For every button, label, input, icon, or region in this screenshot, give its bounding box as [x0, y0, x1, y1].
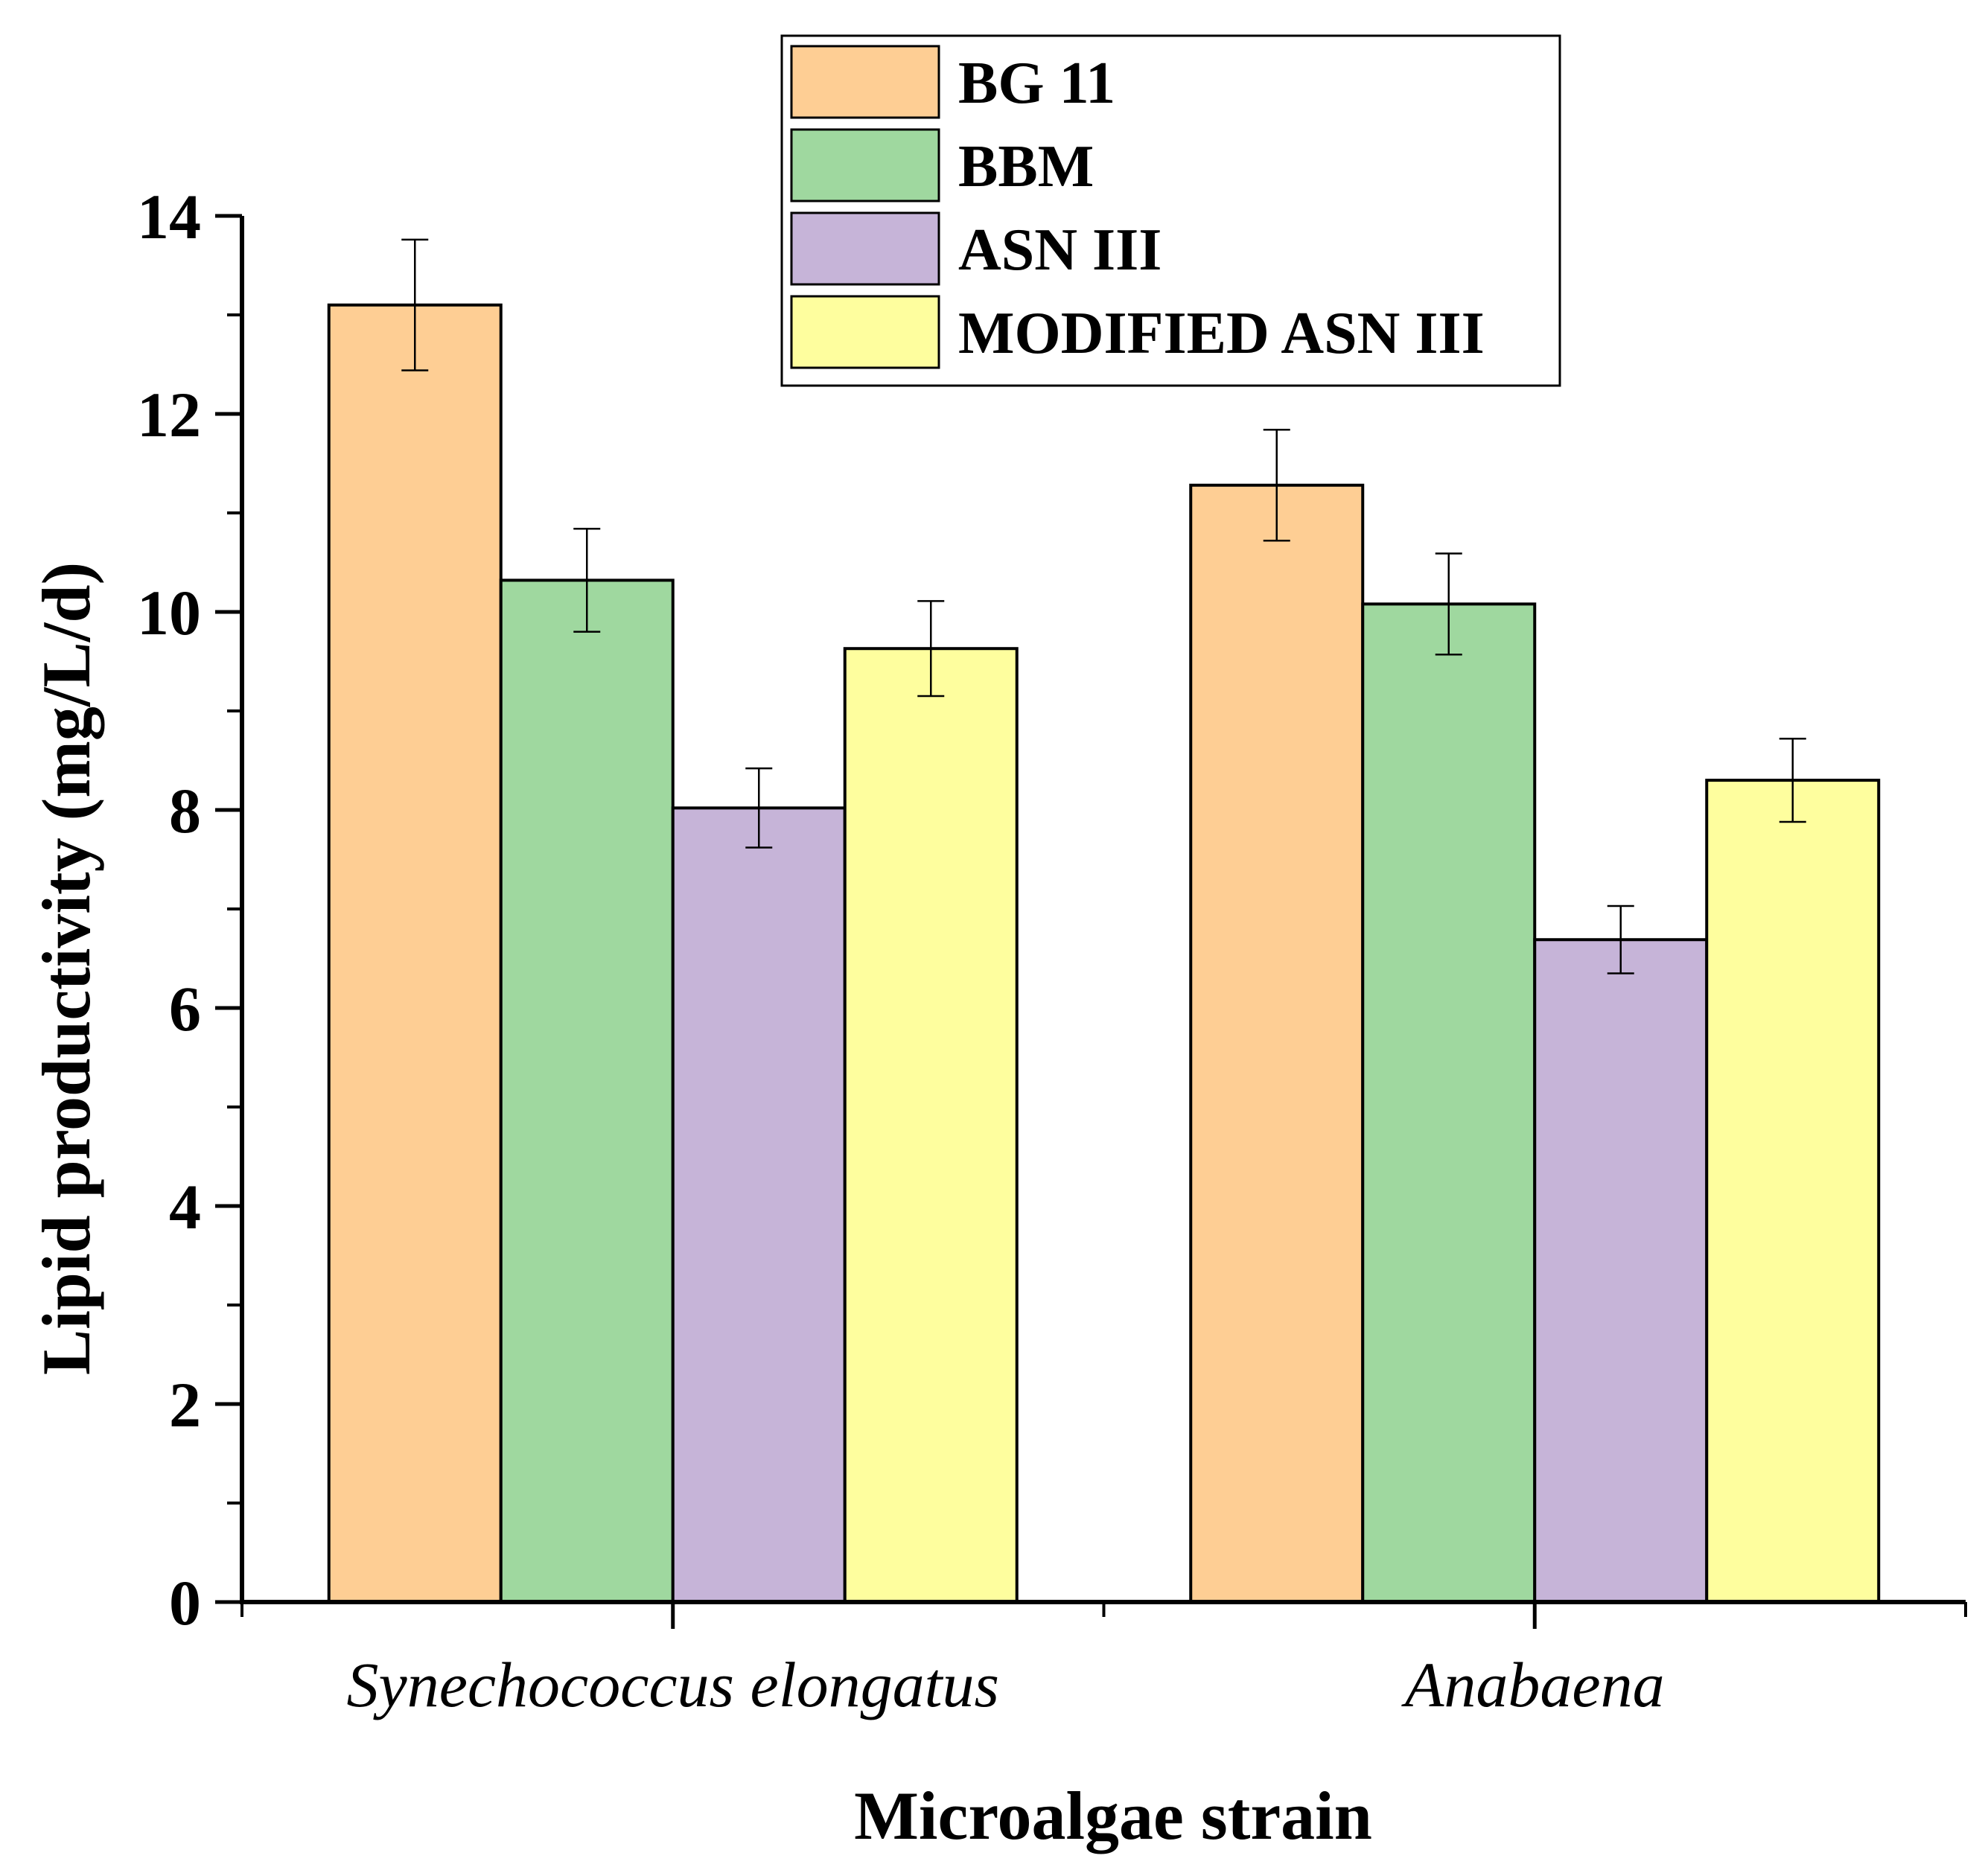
bar	[1533, 938, 1709, 1604]
bars-layer	[327, 303, 1881, 1604]
y-tick-label: 0	[169, 1567, 201, 1639]
y-tick-label: 2	[169, 1369, 201, 1440]
bar	[1189, 483, 1365, 1604]
y-tick-label: 12	[137, 379, 201, 450]
y-axis-title: Lipid productivity (mg/L/d)	[28, 562, 104, 1375]
legend-items: BG 11 BBM ASN III MODIFIED ASN III	[790, 45, 1485, 369]
y-tick-label: 14	[137, 181, 201, 252]
y-ticks: 0 2 4 6 8 10 12 14	[137, 181, 242, 1639]
bar	[499, 578, 675, 1604]
bar	[1361, 602, 1537, 1604]
bar	[1705, 779, 1881, 1604]
legend: BG 11 BBM ASN III MODIFIED ASN III	[780, 34, 1561, 387]
legend-label: ASN III	[958, 217, 1162, 283]
x-axis-title: Microalgae strain	[854, 1778, 1372, 1854]
x-tick-label: Synechococcus elongatus	[347, 1649, 999, 1720]
y-tick-label: 4	[169, 1171, 201, 1242]
legend-swatch	[790, 295, 940, 369]
legend-label: MODIFIED ASN III	[958, 301, 1485, 366]
legend-label: BBM	[958, 134, 1094, 200]
bar	[671, 806, 847, 1604]
error-bars-layer	[401, 238, 1806, 974]
legend-swatch	[790, 45, 940, 119]
legend-swatch	[790, 128, 940, 202]
bar	[843, 647, 1019, 1604]
x-ticks: Synechococcus elongatus Anabaena	[240, 1602, 1967, 1720]
y-tick-label: 10	[137, 577, 201, 648]
bar	[327, 303, 503, 1604]
y-tick-label: 8	[169, 775, 201, 846]
legend-swatch	[790, 211, 940, 286]
x-tick-label: Anabaena	[1401, 1649, 1665, 1720]
y-tick-label: 6	[169, 973, 201, 1044]
legend-label: BG 11	[958, 51, 1115, 116]
